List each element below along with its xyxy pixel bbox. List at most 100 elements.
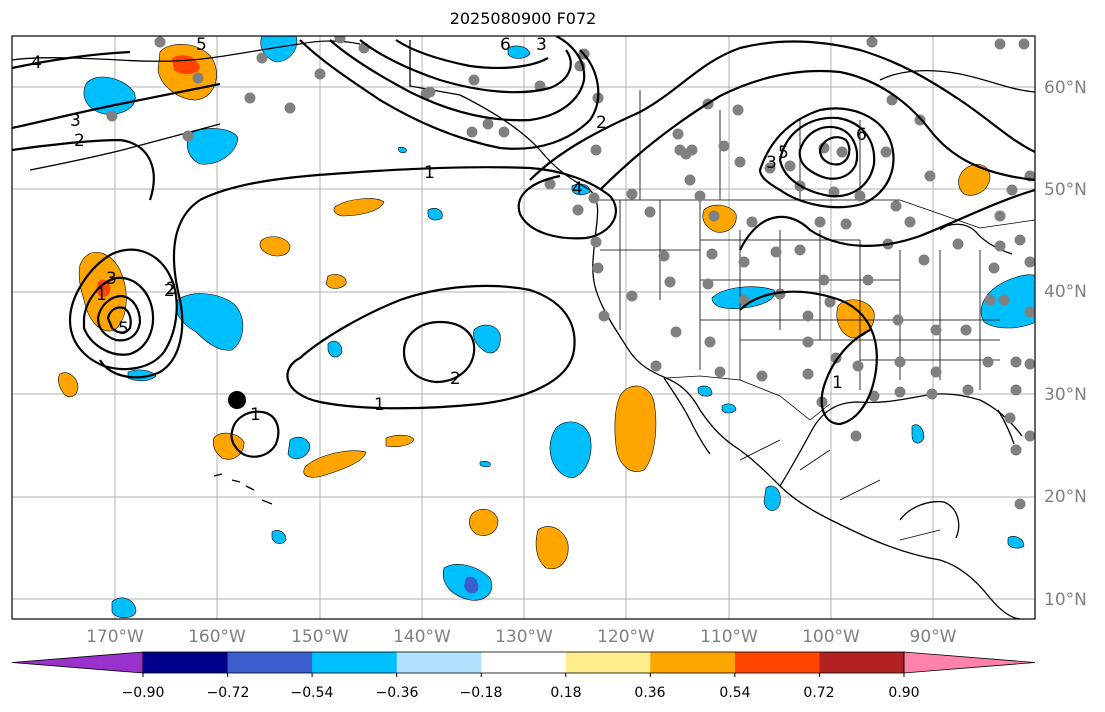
longitude-labels: 170°W 160°W 150°W 140°W 130°W 120°W 110°… <box>86 627 957 647</box>
negative-anomaly-blob <box>271 530 287 544</box>
negative-anomaly-blob <box>111 597 137 619</box>
colorbar-segment <box>227 652 313 673</box>
station-dot <box>770 246 782 258</box>
lon-label: 140°W <box>393 627 451 647</box>
station-dot <box>1024 306 1035 318</box>
station-dot <box>904 216 916 228</box>
station-dot <box>684 174 696 186</box>
station-dot <box>694 190 706 202</box>
contour-line <box>96 294 142 342</box>
gulf-coast <box>779 393 1023 487</box>
contour-line <box>199 166 617 240</box>
contour-label: 1 <box>250 405 261 425</box>
latitude-labels: 10°N 20°N 30°N 40°N 50°N 60°N <box>1044 78 1087 610</box>
station-dot <box>998 294 1010 306</box>
lon-label: 150°W <box>291 627 349 647</box>
colorbar-extend-min <box>11 651 144 674</box>
station-dot <box>592 262 604 274</box>
negative-anomaly-blob <box>83 76 136 115</box>
contour-line <box>758 107 895 209</box>
station-dot <box>894 356 906 368</box>
station-dot <box>802 368 814 380</box>
colorbar-tick-label: −0.90 <box>122 685 165 701</box>
aleutian-chain <box>29 123 221 171</box>
negative-anomaly-blob <box>473 324 501 354</box>
contour-labels: 4 3 2 3 6 5 3 2 6 5 1 4 3 2 5 2 1 2 1 1 … <box>31 36 867 425</box>
contour-line <box>395 39 549 70</box>
station-dot <box>590 144 602 156</box>
station-dot <box>106 110 118 122</box>
negative-anomaly-blob <box>549 421 592 479</box>
contour-line <box>599 69 1035 191</box>
contour-line <box>99 199 201 379</box>
station-dot <box>588 192 600 204</box>
contour-label: 2 <box>164 281 175 301</box>
station-dot <box>658 250 670 262</box>
station-dot <box>894 386 906 398</box>
station-dot <box>314 68 326 80</box>
contour-line <box>299 39 600 150</box>
negative-anomaly-blob <box>721 403 737 414</box>
colorbar-tick-label: −0.36 <box>376 685 419 701</box>
map-title: 2025080900 F072 <box>449 9 597 28</box>
station-dot <box>680 148 692 160</box>
colorbar-segment <box>819 652 905 673</box>
positive-anomaly-blob <box>958 164 991 196</box>
negative-anomaly-blob <box>507 45 531 59</box>
contour-label: 3 <box>70 111 81 131</box>
strong-positive-anomaly-blob <box>96 279 111 298</box>
florida <box>997 409 1015 445</box>
station-dot <box>982 356 994 368</box>
station-dot <box>664 276 676 288</box>
station-dot <box>918 254 930 266</box>
contour-label: 2 <box>74 131 85 151</box>
station-dot <box>182 130 194 142</box>
station-dot <box>244 92 256 104</box>
station-dot <box>732 104 744 116</box>
station-dot <box>880 146 892 158</box>
station-dot <box>886 94 898 106</box>
contour-line <box>529 40 1035 181</box>
station-dot <box>708 210 720 222</box>
station-dot <box>704 336 716 348</box>
marker-dot <box>228 391 246 409</box>
station-dot <box>746 216 758 228</box>
contour-line <box>739 188 1035 251</box>
contour-label: 4 <box>572 179 583 199</box>
lon-label: 120°W <box>597 627 655 647</box>
colorbar-segment <box>565 652 651 673</box>
station-dot <box>734 156 746 168</box>
station-dot <box>284 102 296 114</box>
station-dot <box>420 88 432 100</box>
contour-line <box>82 276 155 356</box>
station-dot <box>756 370 768 382</box>
contour-label: 1 <box>374 395 385 415</box>
station-dot <box>854 190 866 202</box>
contour-line <box>818 136 851 166</box>
contour-line <box>739 290 878 426</box>
lat-label: 30°N <box>1044 385 1087 405</box>
station-dot <box>988 262 1000 274</box>
station-dot <box>482 118 494 130</box>
station-dot <box>994 240 1006 252</box>
station-dot <box>702 278 714 290</box>
colorbar-tick-label: −0.72 <box>207 685 250 701</box>
colorbar-frame <box>142 651 905 674</box>
hawaii-islands <box>213 473 273 505</box>
colorbar-segment <box>143 652 229 673</box>
station-dot <box>1010 384 1022 396</box>
contour-label: 5 <box>778 143 789 163</box>
positive-anomaly-blob <box>614 385 657 472</box>
positive-anomaly-blob <box>325 274 347 289</box>
colorbar-tick-label: 0.18 <box>550 685 581 701</box>
station-dot <box>466 126 478 138</box>
lon-label: 130°W <box>495 627 553 647</box>
colorbar-segment <box>396 652 482 673</box>
positive-anomaly-blob <box>212 432 245 460</box>
mexico-state-lines <box>739 439 941 541</box>
station-dot <box>706 248 718 260</box>
station-dot <box>892 314 904 326</box>
station-dot <box>952 238 964 250</box>
contour-label: 3 <box>766 153 777 173</box>
hudson-bay-coast <box>879 69 1035 93</box>
